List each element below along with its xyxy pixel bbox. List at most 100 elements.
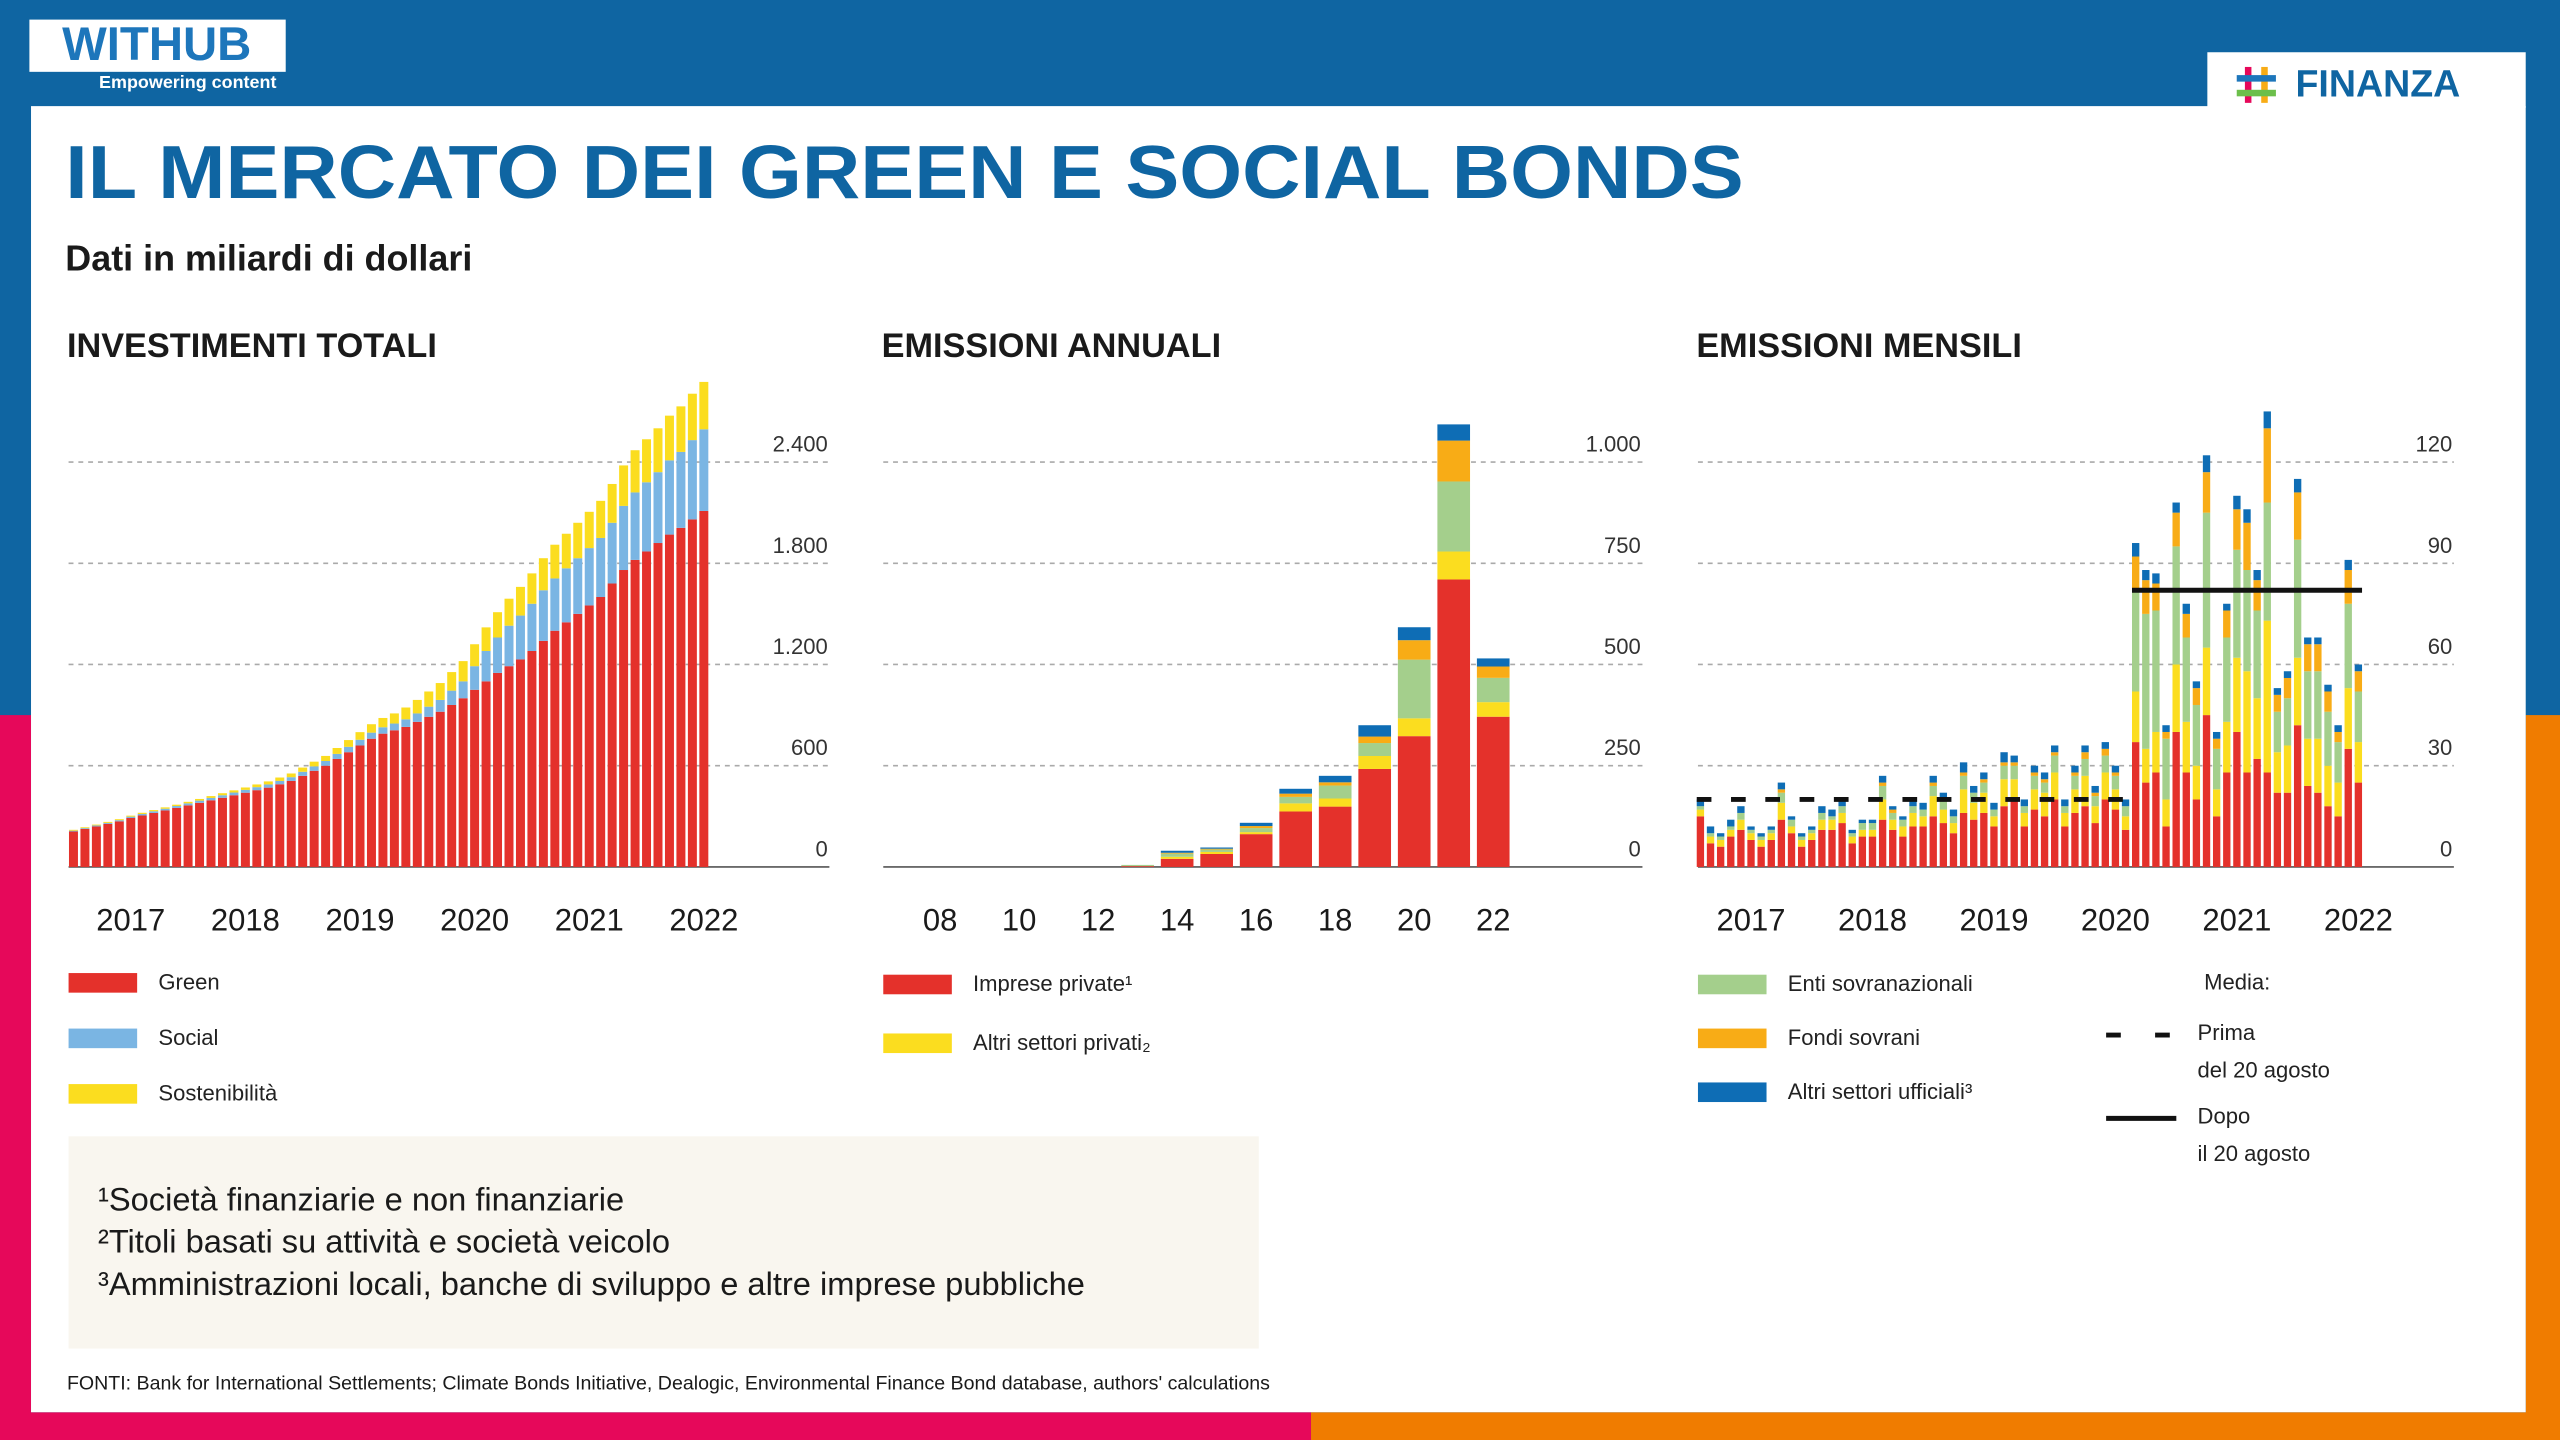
bar-segment xyxy=(1121,866,1154,867)
bar-segment xyxy=(263,781,273,785)
bar-segment xyxy=(1318,782,1352,786)
bar-segment xyxy=(642,439,652,483)
bar-segment xyxy=(1200,851,1233,854)
bar-segment xyxy=(2091,823,2099,867)
bar-segment xyxy=(1848,836,1856,844)
bar-segment xyxy=(2192,688,2201,705)
bar-segment xyxy=(2233,509,2241,550)
bar-segment xyxy=(2010,799,2018,867)
bar-segment xyxy=(458,661,468,682)
bar-segment xyxy=(573,522,583,559)
bar-segment xyxy=(573,613,583,867)
bar-segment xyxy=(1767,833,1775,840)
bar-segment xyxy=(1696,799,1705,807)
bar-segment xyxy=(126,816,136,819)
bar-segment xyxy=(103,822,113,824)
bar-segment xyxy=(378,717,388,728)
bar-segment xyxy=(412,713,422,722)
bar-segment xyxy=(1358,736,1392,744)
bar-segment xyxy=(1889,809,1897,813)
bar-segment xyxy=(126,815,136,817)
bar-segment xyxy=(2131,556,2140,591)
bar-segment xyxy=(2233,495,2241,510)
legend-label: Fondi sovrani xyxy=(1787,1025,1921,1050)
bar-segment xyxy=(1959,772,1968,776)
bar-segment xyxy=(2273,711,2282,753)
bar-segment xyxy=(1848,843,1856,867)
bar-segment xyxy=(2233,731,2241,867)
bar-segment xyxy=(2091,796,2099,807)
bar-segment xyxy=(481,650,491,682)
bar-segment xyxy=(298,767,308,772)
x-tick-label: 2017 xyxy=(1717,903,1786,938)
frame-orange xyxy=(2525,715,2560,1440)
bar-segment xyxy=(2263,428,2271,503)
bar-segment xyxy=(2324,711,2332,766)
bar-segment xyxy=(240,792,250,867)
bar-segment xyxy=(389,730,399,867)
bar-segment xyxy=(642,482,652,552)
bar-segment xyxy=(2020,826,2028,867)
bar-segment xyxy=(2324,765,2332,807)
bar-segment xyxy=(1878,819,1887,867)
bar-segment xyxy=(263,784,273,788)
bar-segment xyxy=(217,793,227,796)
legend-label: Social xyxy=(158,1025,219,1050)
bar-segment xyxy=(1929,782,1937,786)
bar-segment xyxy=(2243,671,2251,773)
bar-segment xyxy=(561,533,571,569)
bar-segment xyxy=(2162,799,2170,827)
bar-segment xyxy=(619,570,629,867)
x-tick-label: 08 xyxy=(923,903,957,938)
x-tick-label: 2022 xyxy=(669,903,738,938)
bar-segment xyxy=(2192,765,2201,800)
bar-segment xyxy=(1929,785,1937,797)
bar-segment xyxy=(1970,819,1978,867)
bar-segment xyxy=(80,828,90,867)
bar-segment xyxy=(515,615,525,660)
bar-segment xyxy=(1797,833,1806,837)
bar-segment xyxy=(344,752,354,867)
bar-segment xyxy=(2142,748,2150,783)
y-tick-label: 1.800 xyxy=(773,533,828,558)
bar-segment xyxy=(1929,816,1937,867)
bar-segment xyxy=(2202,647,2211,716)
legend-swatch xyxy=(1697,974,1767,995)
bar-segment xyxy=(1980,779,1988,783)
bar-segment xyxy=(195,800,205,803)
bar-segment xyxy=(1848,833,1856,837)
bar-segment xyxy=(573,558,583,614)
bar-segment xyxy=(2020,806,2028,813)
legend-label: Green xyxy=(158,969,220,995)
bar-segment xyxy=(1437,481,1471,552)
bar-segment xyxy=(424,716,434,867)
frame-pink xyxy=(0,715,32,1440)
bar-segment xyxy=(1747,829,1755,834)
bar-segment xyxy=(2172,664,2180,732)
bar-segment xyxy=(1990,826,1998,867)
bar-segment xyxy=(298,771,308,776)
bar-segment xyxy=(676,527,686,867)
bar-segment xyxy=(1838,806,1846,813)
bar-segment xyxy=(103,823,113,867)
bar-segment xyxy=(2051,745,2059,753)
bar-segment xyxy=(630,492,640,560)
bar-segment xyxy=(1737,806,1745,813)
bar-segment xyxy=(2000,765,2008,780)
bar-segment xyxy=(664,460,674,535)
bar-segment xyxy=(1747,833,1755,840)
bar-segment xyxy=(2283,745,2292,793)
bar-segment xyxy=(2121,829,2130,867)
bar-segment xyxy=(664,534,674,867)
x-tick-label: 2018 xyxy=(211,903,280,938)
bar-segment xyxy=(1787,833,1796,867)
hash-icon xyxy=(2236,66,2276,103)
bar-segment xyxy=(2172,546,2180,665)
bar-segment xyxy=(1858,823,1867,830)
bar-segment xyxy=(2101,755,2109,773)
bar-segment xyxy=(687,393,697,441)
bar-segment xyxy=(217,797,227,867)
bar-segment xyxy=(1476,702,1510,717)
bar-segment xyxy=(2293,725,2302,867)
bar-segment xyxy=(2030,809,2039,867)
